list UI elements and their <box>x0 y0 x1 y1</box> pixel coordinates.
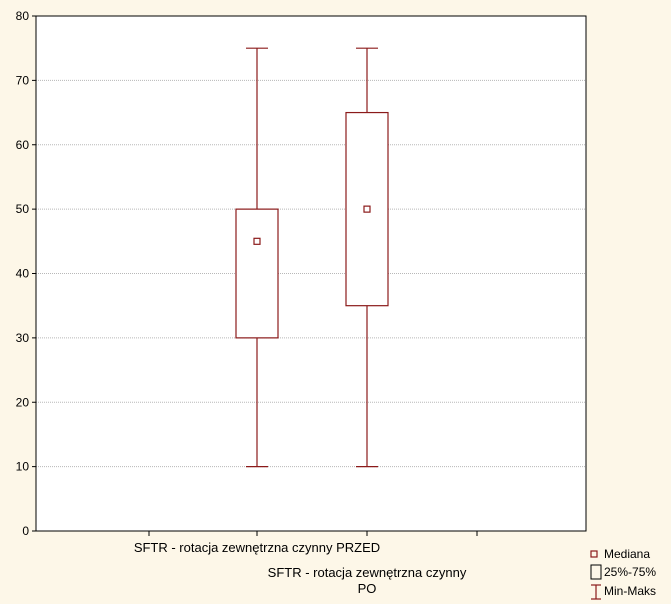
box-group <box>345 47 389 468</box>
y-tick-label: 50 <box>16 202 30 216</box>
legend: Mediana 25%-75% Min-Maks <box>590 547 656 600</box>
y-tick-label: 40 <box>16 267 30 281</box>
y-tick-label: 20 <box>16 395 30 409</box>
plot-frame <box>35 15 587 532</box>
legend-box-marker <box>590 564 602 580</box>
legend-median-label: Mediana <box>604 547 650 561</box>
category-labels: SFTR - rotacja zewnętrzna czynny PRZED SF… <box>134 540 467 596</box>
box-group <box>235 47 279 468</box>
y-axis-ticks: 0 10 20 30 40 50 60 70 80 <box>16 9 36 538</box>
legend-whisker-label: Min-Maks <box>604 584 656 598</box>
grid-lines <box>36 79 586 468</box>
y-tick-label: 0 <box>22 524 29 538</box>
y-tick-label: 60 <box>16 138 30 152</box>
boxes <box>235 47 389 468</box>
iqr-box <box>235 208 279 339</box>
legend-median-marker <box>590 550 598 558</box>
category-label: SFTR - rotacja zewnętrzna czynny <box>268 565 467 580</box>
category-label: PO <box>358 581 377 596</box>
median-marker <box>253 237 261 245</box>
x-axis-ticks <box>148 531 478 536</box>
y-tick-label: 10 <box>16 460 30 474</box>
y-tick-label: 80 <box>16 9 30 23</box>
y-tick-label: 30 <box>16 331 30 345</box>
median-marker <box>363 205 371 213</box>
iqr-box <box>345 111 389 307</box>
legend-box-label: 25%-75% <box>604 565 656 579</box>
category-label: SFTR - rotacja zewnętrzna czynny PRZED <box>134 540 380 555</box>
y-tick-label: 70 <box>16 73 30 87</box>
